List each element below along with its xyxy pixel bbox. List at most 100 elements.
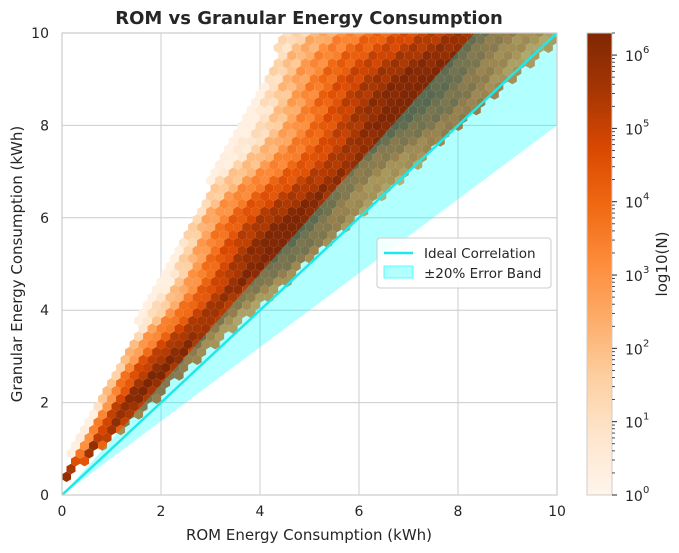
hexbin-cell	[264, 89, 274, 100]
hexbin-cell	[197, 268, 207, 280]
hexbin-cell	[125, 346, 135, 358]
hexbin-cell	[251, 300, 261, 311]
hexbin-cell	[489, 42, 499, 53]
hexbin-cell	[381, 105, 391, 116]
hexbin-cell	[359, 128, 369, 139]
legend: Ideal Correlation ±20% Error Band	[376, 237, 552, 289]
hexbin-cell	[516, 33, 526, 38]
hexbin-cell	[431, 97, 441, 108]
hexbin-cell	[381, 58, 391, 69]
hexbin-cell	[273, 89, 283, 100]
hexbin-cell	[404, 34, 414, 46]
hexbin-cell	[287, 190, 297, 202]
hexbin-cell	[188, 331, 198, 342]
hexbin-cell	[354, 120, 364, 131]
hexbin-cell	[282, 151, 292, 163]
hexbin-cell	[219, 323, 229, 334]
hexbin-cell	[255, 167, 265, 178]
hexbin-cell	[201, 307, 211, 319]
hexbin-cell	[237, 136, 247, 147]
hexbin-cell	[354, 198, 364, 209]
hexbin-cell	[98, 440, 108, 451]
hexbin-cell	[458, 81, 468, 92]
hexbin-cell	[323, 50, 333, 61]
hexbin-cell	[152, 393, 162, 404]
x-tick-label: 2	[157, 504, 166, 520]
hexbin-cell	[215, 300, 225, 311]
hexbin-cell	[192, 261, 202, 272]
hexbin-cell	[147, 307, 157, 319]
hexbin-cell	[422, 50, 432, 61]
hexbin-cell	[197, 331, 207, 342]
hexbin-cell	[296, 222, 306, 233]
hexbin-cell	[444, 58, 454, 69]
hexbin-cell	[138, 385, 148, 397]
hexbin-cell	[354, 136, 364, 147]
hexbin-cell	[327, 183, 337, 194]
hexbin-cell	[336, 89, 346, 100]
hexbin-cell	[233, 300, 243, 311]
hexbin-cell	[503, 50, 513, 61]
hexbin-cell	[134, 346, 144, 358]
hexbin-cell	[300, 105, 310, 116]
hexbin-cell	[242, 253, 252, 264]
hexbin-cell	[386, 34, 396, 46]
hexbin-cell	[350, 112, 360, 124]
hexbin-cell	[287, 222, 297, 233]
hexbin-cell	[75, 448, 85, 459]
hexbin-cell	[462, 89, 472, 100]
hexbin-cell	[431, 81, 441, 92]
hexbin-cell	[228, 245, 238, 256]
hexbin-cell	[273, 198, 283, 209]
hexbin-cell	[363, 33, 373, 38]
hexbin-cell	[404, 81, 414, 92]
hexbin-cell	[287, 81, 297, 92]
hexbin-cell	[426, 136, 436, 147]
hexbin-cell	[354, 151, 364, 163]
hexbin-cell	[278, 34, 288, 46]
hexbin-cell	[314, 144, 324, 155]
hexbin-cell	[206, 315, 216, 326]
hexbin-cell	[489, 73, 499, 85]
hexbin-cell	[273, 151, 283, 163]
hexbin-cell	[354, 167, 364, 178]
hexbin-cell	[179, 300, 189, 311]
hexbin-cell	[314, 128, 324, 139]
hexbin-layer	[62, 33, 557, 482]
hexbin-cell	[323, 97, 333, 108]
hexbin-cell	[314, 112, 324, 124]
hexbin-cell	[246, 198, 256, 209]
hexbin-cell	[224, 237, 234, 248]
hexbin-cell	[264, 261, 274, 272]
hexbin-cell	[543, 33, 553, 38]
hexbin-cell	[161, 378, 171, 389]
hexbin-cell	[264, 151, 274, 163]
hexbin-cell	[228, 292, 238, 303]
hexbin-cell	[273, 136, 283, 147]
hexbin-cell	[300, 89, 310, 100]
hexbin-cell	[404, 159, 414, 170]
hexbin-cell	[111, 401, 121, 412]
hexbin-cell	[84, 417, 94, 428]
hexbin-cell	[471, 73, 481, 85]
hexbin-cell	[84, 432, 94, 443]
hexbin-cell	[264, 120, 274, 131]
hexbin-cell	[228, 276, 238, 287]
hexbin-cell	[224, 222, 234, 233]
hexbin-cell	[219, 261, 229, 272]
hexbin-cell	[179, 284, 189, 295]
hexbin-cell	[246, 136, 256, 147]
hexbin-cell	[332, 50, 342, 61]
hexbin-cell	[296, 50, 306, 61]
hexbin-cell	[215, 175, 225, 186]
hexbin-cell	[251, 112, 261, 124]
hexbin-cell	[309, 33, 319, 38]
hexbin-cell	[219, 214, 229, 225]
hexbin-cell	[116, 378, 126, 389]
hexbin-cell	[296, 206, 306, 217]
hexbin-cell	[399, 151, 409, 163]
x-tick-labels: 0 2 4 6 8 10	[58, 504, 566, 520]
hexbin-cell	[341, 34, 351, 46]
hexbin-cell	[413, 66, 423, 77]
hexbin-cell	[363, 136, 373, 147]
